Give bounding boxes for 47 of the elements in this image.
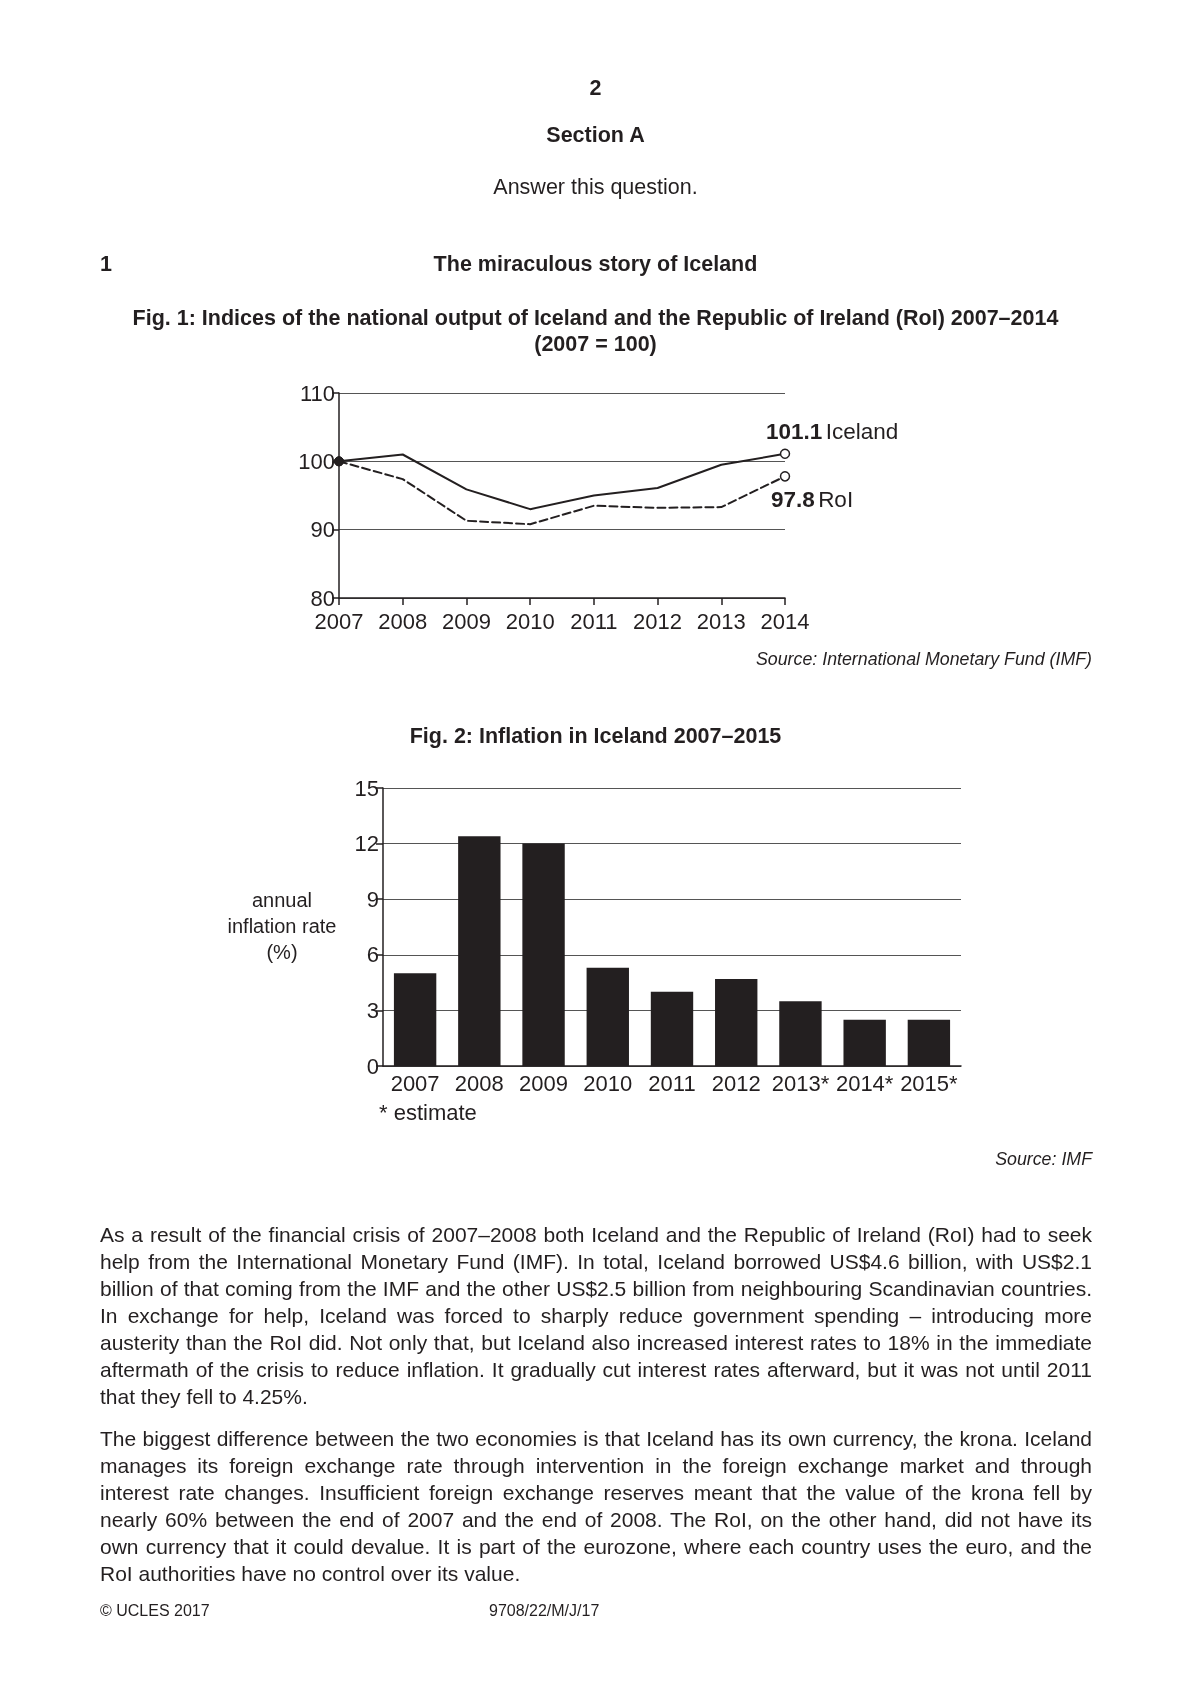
text: * estimate: [379, 1100, 477, 1126]
text: The miraculous story of Iceland: [433, 251, 758, 277]
text: Section A: [546, 122, 645, 148]
y-tick-label: 9: [366, 886, 379, 912]
text: The biggest difference between the two economies is that Iceland has its own currency, the krona. Iceland manages its foreign exchange rate through intervention in the foreign exchange market and through interest rate changes. Insufficient foreign exchange reserves meant that the value of the krona fell by nearly 60% between the end of 2007 and the end of 2008. The RoI, on the other hand, did not have its own currency that it could devalue. It is part of the eurozone, where each country uses the euro, and the RoI authorities have no control over its value.: [100, 1426, 1092, 1587]
x-tick-label: 2009: [519, 1070, 569, 1096]
x-tick-label: 2011: [648, 1070, 696, 1096]
chart-subtitle: (2007 = 100): [534, 331, 657, 357]
chart-title: Fig. 2: Inflation in Iceland 2007–2015: [409, 723, 782, 749]
x-tick-label: 2010: [583, 1070, 633, 1096]
source-note: Source: International Monetary Fund (IMF): [755, 648, 1092, 671]
x-tick-label: 2008: [454, 1070, 504, 1096]
y-tick-label: 80: [310, 585, 335, 611]
x-tick-label: 2013*: [771, 1070, 830, 1096]
series-label: Iceland: [825, 418, 899, 444]
x-tick-label: 2012: [633, 608, 683, 634]
data-label: 97.8: [771, 486, 815, 512]
text: As a result of the financial crisis of 2007–2008 both Iceland and the Republic of Ireland (RoI) had to seek help from the International Monetary Fund (IMF). In total, Iceland borrowed US$4.6 billion, with US$2.1 billion of that coming from the IMF and the other US$2.5 billion from neighbouring Scandinavian countries. In exchange for help, Iceland was forced to sharply reduce government spending – introducing more austerity than the RoI did. Not only that, but Iceland also increased interest rates to 18% in the immediate aftermath of the crisis to reduce inflation. It gradually cut interest rates afterward, but it was not until 2011 that they fell to 4.25%.: [100, 1222, 1092, 1410]
y-tick-label: 15: [354, 775, 379, 801]
series-label: RoI: [818, 486, 854, 512]
text: 9708/22/M/J/17: [489, 1601, 600, 1621]
x-tick-label: 2014: [760, 608, 810, 634]
text: © UCLES 2017: [100, 1601, 210, 1621]
x-tick-label: 2007: [314, 608, 364, 634]
x-tick-label: 2011: [570, 608, 618, 634]
text: 2: [589, 75, 602, 101]
x-tick-label: 2009: [441, 608, 491, 634]
data-label: 101.1: [766, 418, 823, 444]
x-tick-label: 2012: [711, 1070, 761, 1096]
y-tick-label: 12: [354, 831, 379, 857]
x-tick-label: 2010: [505, 608, 555, 634]
chart-title: Fig. 1: Indices of the national output of Iceland and the Republic of Ireland (RoI) 2007–2014: [132, 305, 1059, 331]
x-tick-label: 2013: [696, 608, 746, 634]
x-tick-label: 2015*: [900, 1070, 959, 1096]
text: Answer this question.: [493, 174, 698, 200]
text: 1: [100, 251, 112, 277]
x-tick-label: 2008: [378, 608, 428, 634]
y-tick-label: 90: [310, 517, 335, 543]
y-tick-label: 0: [366, 1053, 379, 1079]
y-axis-title: annual inflation rate (%): [226, 888, 338, 965]
y-tick-label: 3: [366, 997, 379, 1023]
x-tick-label: 2014*: [835, 1070, 894, 1096]
y-tick-label: 110: [299, 380, 335, 406]
y-tick-label: 6: [366, 942, 379, 968]
source-note: Source: IMF: [995, 1148, 1092, 1171]
y-tick-label: 100: [298, 448, 335, 474]
x-tick-label: 2007: [390, 1070, 440, 1096]
